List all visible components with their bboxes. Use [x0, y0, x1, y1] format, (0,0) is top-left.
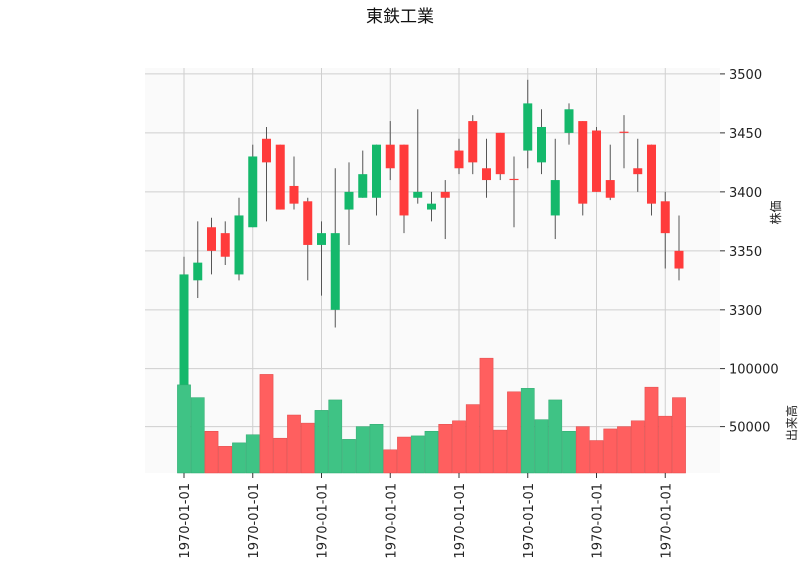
volume-bar — [603, 428, 618, 474]
candle-body — [468, 121, 478, 163]
candle-body — [537, 126, 546, 163]
candle-body — [523, 103, 533, 151]
volume-bar — [617, 426, 631, 474]
candle-body — [550, 180, 560, 216]
volume-bar — [177, 384, 191, 474]
volume-bar — [424, 430, 439, 474]
x-tick-label: 1970-01-01 — [247, 483, 262, 559]
axis-ticks: 3300 3350 3400 3450 3500 50000 100000 1970-01-0… — [178, 68, 779, 559]
candle-body — [454, 150, 464, 169]
candle-body — [207, 227, 216, 251]
candle-body — [399, 144, 409, 216]
candle-body — [303, 201, 313, 245]
candle-body — [179, 274, 189, 411]
x-tick-label: 1970-01-01 — [591, 483, 606, 559]
candle-body — [330, 233, 340, 310]
volume-bar — [507, 391, 521, 474]
candle-body — [633, 168, 643, 175]
candle-body — [578, 121, 588, 204]
volume-bar — [328, 399, 343, 474]
chart-title: 東鉄工業 — [366, 7, 434, 27]
candle-body — [647, 144, 656, 204]
candle-body — [289, 185, 299, 204]
x-tick-label: 1970-01-01 — [178, 483, 193, 559]
candle-body — [372, 144, 381, 198]
volume-tick-label: 100000 — [729, 363, 779, 378]
candle-body — [413, 191, 423, 198]
price-panel-background — [145, 68, 720, 357]
x-tick-label: 1970-01-01 — [453, 483, 468, 559]
x-tick-label: 1970-01-01 — [316, 483, 331, 559]
volume-bars — [177, 357, 686, 474]
candle-body — [495, 132, 505, 175]
candle-body — [248, 156, 258, 228]
candle-body — [619, 131, 629, 133]
volume-bar — [342, 439, 356, 474]
x-tick-label: 1970-01-01 — [384, 483, 399, 559]
volume-axis-label: 出来高 — [784, 405, 799, 441]
price-tick-label: 3500 — [729, 68, 762, 83]
volume-bar — [672, 397, 686, 474]
candle-body — [344, 191, 354, 210]
price-tick-label: 3400 — [729, 186, 762, 201]
price-tick-label: 3350 — [729, 245, 762, 260]
volume-bar — [190, 397, 205, 474]
candle-body — [440, 191, 450, 198]
candle-body — [605, 180, 615, 198]
volume-bar — [465, 404, 480, 474]
candle-body — [317, 233, 326, 245]
volume-bar — [410, 435, 425, 474]
volume-bar — [245, 434, 260, 474]
candle-body — [275, 144, 285, 210]
volume-bar — [644, 386, 659, 474]
candle-body — [564, 109, 574, 133]
volume-bar — [438, 424, 453, 474]
volume-bar — [520, 388, 535, 474]
volume-bar — [452, 420, 466, 474]
volume-bar — [204, 430, 219, 474]
price-tick-label: 3450 — [729, 127, 762, 142]
volume-bar — [575, 426, 590, 474]
candle-body — [674, 250, 684, 269]
volume-bar — [383, 449, 398, 474]
candle-body — [509, 178, 519, 181]
candle-body — [385, 144, 395, 169]
candle-body — [220, 233, 230, 257]
volume-bar — [548, 399, 563, 474]
volume-bar — [355, 426, 370, 474]
price-tick-label: 3300 — [729, 304, 762, 319]
candle-body — [482, 168, 491, 181]
volume-bar — [300, 422, 315, 474]
candle-body — [262, 138, 271, 163]
volume-bar — [562, 430, 576, 474]
x-tick-label: 1970-01-01 — [522, 483, 537, 559]
volume-bar — [287, 414, 301, 474]
candle-body — [660, 201, 670, 234]
volume-bar — [493, 429, 508, 474]
volume-bar — [369, 424, 384, 474]
volume-bar — [397, 436, 411, 474]
volume-bar — [273, 437, 288, 474]
candle-body — [592, 130, 601, 192]
candle-body — [193, 262, 203, 281]
candle-bodies — [179, 103, 684, 411]
volume-bar — [534, 419, 549, 474]
candle-body — [234, 215, 244, 275]
volume-bar — [589, 440, 604, 474]
volume-bar — [218, 446, 233, 474]
x-tick-label: 1970-01-01 — [659, 483, 674, 559]
candle-body — [427, 203, 436, 210]
candle-body — [358, 174, 368, 198]
volume-bar — [259, 374, 274, 474]
volume-bar — [232, 442, 246, 474]
price-axis-label: 株価 — [768, 200, 783, 224]
volume-tick-label: 50000 — [729, 421, 770, 436]
volume-bar — [479, 357, 494, 474]
volume-bar — [658, 415, 673, 474]
volume-bar — [630, 420, 645, 474]
volume-bar — [314, 410, 329, 474]
